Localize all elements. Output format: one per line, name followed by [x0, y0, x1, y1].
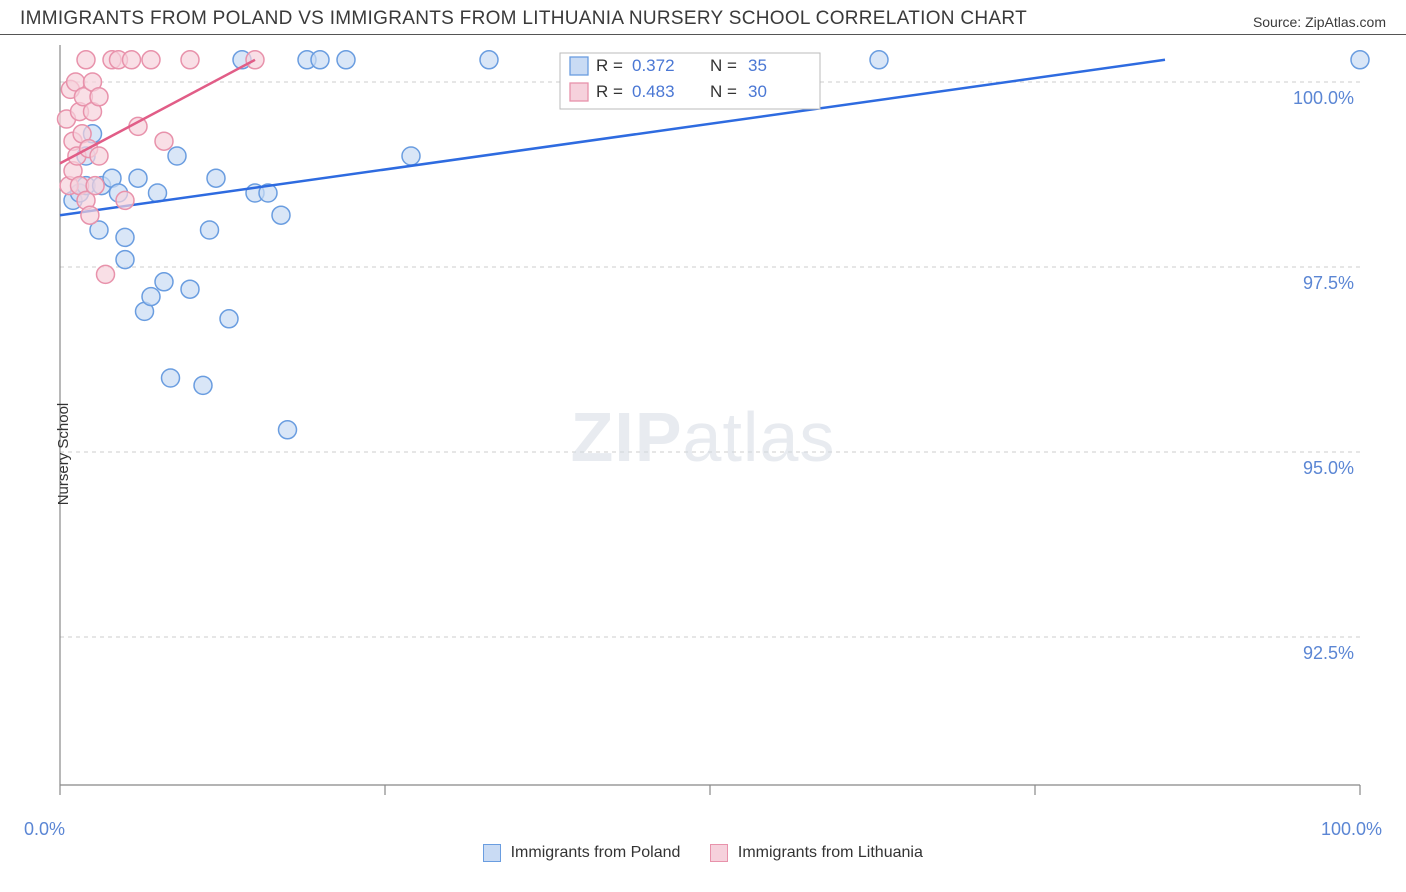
legend-swatch-blue	[483, 844, 501, 862]
source-label: Source: ZipAtlas.com	[1253, 14, 1386, 30]
chart-title: IMMIGRANTS FROM POLAND VS IMMIGRANTS FRO…	[20, 8, 1027, 30]
svg-text:95.0%: 95.0%	[1303, 458, 1354, 478]
bottom-legend: Immigrants from Poland Immigrants from L…	[20, 840, 1386, 862]
svg-text:92.5%: 92.5%	[1303, 643, 1354, 663]
svg-text:0.483: 0.483	[632, 82, 675, 101]
legend-swatch-pink	[710, 844, 728, 862]
legend-item-lithuania: Immigrants from Lithuania	[710, 844, 922, 862]
scatter-chart: 92.5% 95.0% 97.5% 100.0% R = 0.372 N = 35 R = 0.4…	[20, 45, 1370, 815]
svg-text:R =: R =	[596, 82, 623, 101]
svg-text:N =: N =	[710, 82, 737, 101]
svg-text:100.0%: 100.0%	[1293, 88, 1354, 108]
svg-text:35: 35	[748, 56, 767, 75]
svg-text:97.5%: 97.5%	[1303, 273, 1354, 293]
x-axis-max: 100.0%	[1321, 819, 1382, 840]
svg-text:30: 30	[748, 82, 767, 101]
title-bar: IMMIGRANTS FROM POLAND VS IMMIGRANTS FRO…	[0, 0, 1406, 35]
x-axis-end-labels: 0.0% 100.0%	[20, 815, 1386, 840]
y-axis-label: Nursery School	[55, 402, 72, 505]
svg-text:0.372: 0.372	[632, 56, 675, 75]
svg-text:N =: N =	[710, 56, 737, 75]
svg-text:R =: R =	[596, 56, 623, 75]
x-axis-min: 0.0%	[24, 819, 65, 840]
legend-item-poland: Immigrants from Poland	[483, 844, 680, 862]
chart-area: Nursery School 92.5% 95.0% 97.5% 100.0% R = 0…	[20, 45, 1386, 862]
